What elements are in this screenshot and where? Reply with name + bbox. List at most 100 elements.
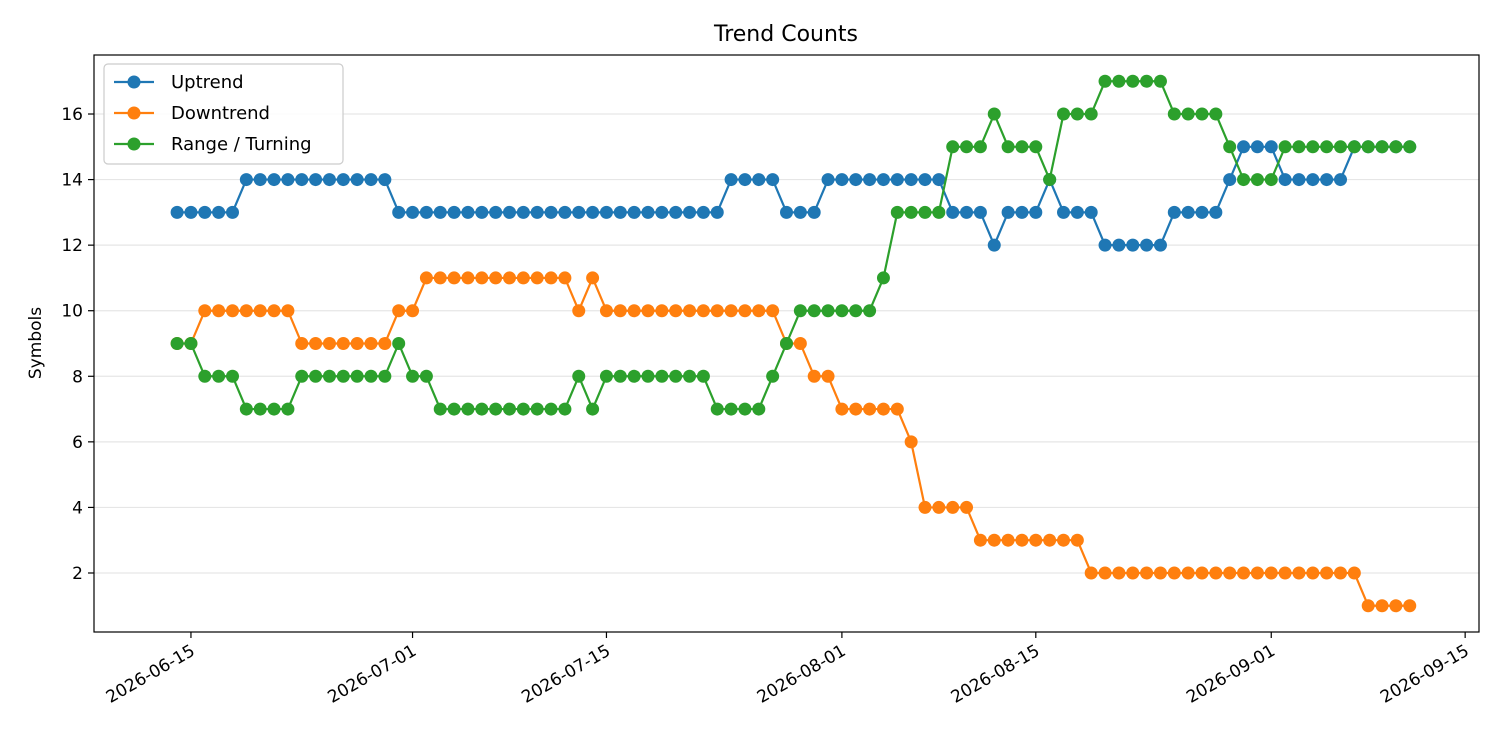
data-point (1403, 140, 1417, 154)
data-point (447, 271, 461, 285)
data-point (1209, 107, 1223, 121)
data-point (1306, 140, 1320, 154)
data-point (1112, 74, 1126, 88)
data-point (364, 337, 378, 350)
data-point (987, 107, 1001, 121)
data-point (530, 271, 544, 285)
data-point (876, 271, 890, 285)
data-point (1292, 173, 1306, 187)
data-point (461, 402, 475, 416)
data-point (835, 402, 849, 416)
data-point (766, 304, 780, 318)
data-point (1375, 140, 1389, 154)
data-point (973, 140, 987, 154)
data-point (960, 205, 974, 219)
chart-title: Trend Counts (713, 22, 858, 47)
data-point (752, 402, 766, 416)
data-point (599, 205, 613, 219)
data-point (572, 304, 586, 318)
data-point (1195, 107, 1209, 121)
data-point (946, 140, 960, 154)
data-point (876, 173, 890, 187)
data-point (226, 369, 239, 383)
data-point (406, 205, 420, 219)
data-point (696, 304, 710, 318)
data-point (1306, 566, 1320, 580)
data-point (1250, 566, 1264, 580)
data-point (572, 205, 586, 219)
data-point (572, 369, 586, 383)
y-tick-label: 4 (72, 498, 83, 518)
data-point (350, 173, 364, 187)
data-point (1167, 107, 1181, 121)
series-line-1 (177, 145, 1410, 247)
data-point (655, 369, 669, 383)
data-point (281, 402, 295, 416)
data-point (1098, 566, 1112, 580)
data-point (780, 205, 793, 219)
data-point (184, 205, 198, 219)
legend: Uptrend Downtrend Range / Turning (103, 63, 344, 165)
y-tick-label: 16 (61, 105, 83, 125)
data-point (904, 435, 918, 449)
data-point (1057, 107, 1070, 121)
data-point (1126, 74, 1140, 88)
data-point (710, 304, 724, 318)
data-point (392, 337, 406, 350)
data-point (433, 205, 447, 219)
data-point (613, 369, 627, 383)
data-point (669, 369, 683, 383)
data-point (960, 500, 974, 514)
data-point (239, 173, 253, 187)
data-point (683, 304, 697, 318)
data-point (516, 271, 530, 285)
data-point (1237, 173, 1251, 187)
data-point (1126, 238, 1140, 252)
data-point (1001, 140, 1015, 154)
data-point (987, 238, 1001, 252)
legend-marker (127, 106, 141, 120)
data-point (364, 369, 378, 383)
data-point (530, 402, 544, 416)
data-point (267, 173, 281, 187)
data-point (322, 369, 336, 383)
data-point (461, 271, 475, 285)
data-point (1057, 205, 1070, 219)
data-point (558, 205, 572, 219)
data-point (1237, 140, 1251, 154)
data-point (1195, 205, 1209, 219)
y-tick-label: 10 (61, 302, 83, 322)
data-point (627, 304, 641, 318)
x-tick-label: 2026-07-15 (518, 641, 614, 708)
data-point (1098, 74, 1112, 88)
y-tick-label: 12 (61, 236, 83, 256)
data-point (544, 271, 558, 285)
data-point (821, 369, 835, 383)
data-point (973, 205, 987, 219)
data-point (1015, 205, 1029, 219)
data-point (1043, 533, 1057, 547)
data-point (1057, 533, 1070, 547)
data-point (1347, 140, 1361, 154)
data-point (1292, 140, 1306, 154)
legend-marker (127, 137, 141, 151)
data-point (1181, 205, 1195, 219)
data-point (766, 173, 780, 187)
data-point (1167, 205, 1181, 219)
data-point (350, 369, 364, 383)
data-point (1264, 140, 1278, 154)
data-point (336, 173, 350, 187)
data-point (1112, 566, 1126, 580)
data-point (696, 369, 710, 383)
data-point (378, 337, 392, 350)
data-point (669, 304, 683, 318)
data-point (309, 173, 323, 187)
data-point (1181, 107, 1195, 121)
data-point (724, 402, 738, 416)
data-point (918, 500, 932, 514)
data-point (489, 205, 503, 219)
data-point (1320, 173, 1334, 187)
data-point (876, 402, 890, 416)
data-point (198, 369, 212, 383)
data-point (1029, 205, 1043, 219)
